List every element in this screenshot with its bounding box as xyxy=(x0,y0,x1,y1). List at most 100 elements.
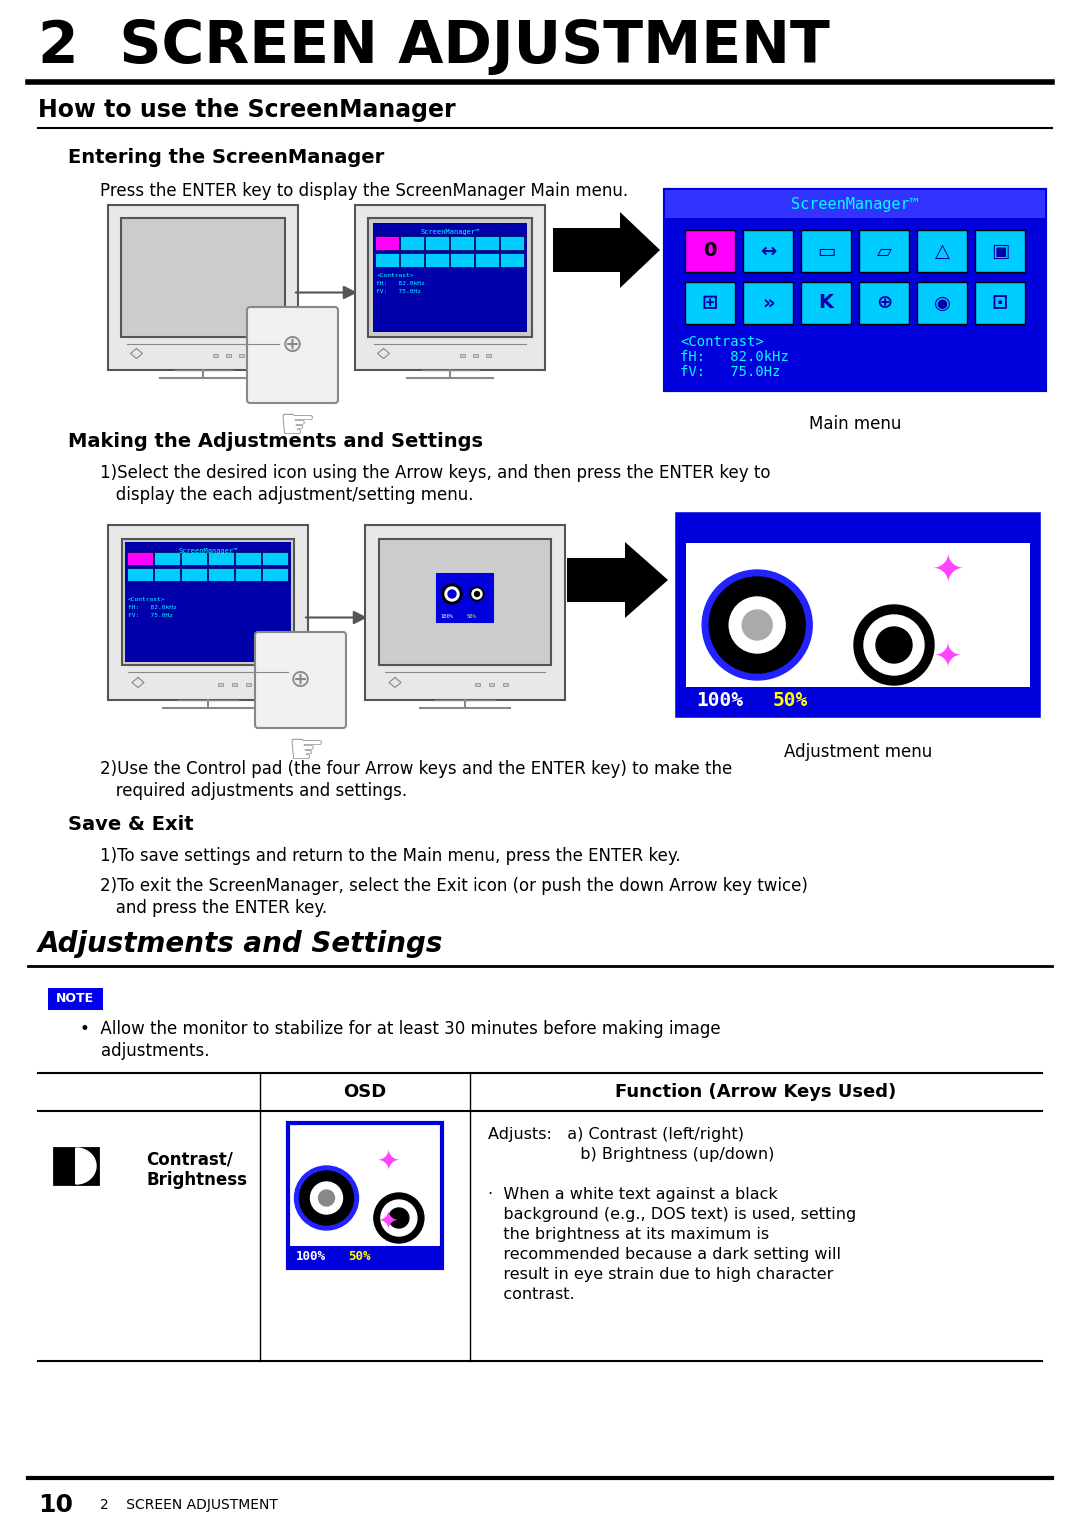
Text: result in eye strain due to high character: result in eye strain due to high charact… xyxy=(488,1268,834,1281)
FancyBboxPatch shape xyxy=(665,190,1045,219)
Text: <Contrast>: <Contrast> xyxy=(680,335,764,349)
Text: display the each adjustment/setting menu.: display the each adjustment/setting menu… xyxy=(100,486,473,505)
FancyBboxPatch shape xyxy=(181,567,207,581)
Circle shape xyxy=(474,592,480,596)
Circle shape xyxy=(442,584,462,604)
FancyBboxPatch shape xyxy=(426,254,449,268)
Text: ⊕: ⊕ xyxy=(282,333,303,356)
Circle shape xyxy=(854,605,934,685)
Text: 1)To save settings and return to the Main menu, press the ENTER key.: 1)To save settings and return to the Mai… xyxy=(100,847,680,865)
Text: background (e.g., DOS text) is used, setting: background (e.g., DOS text) is used, set… xyxy=(488,1206,856,1222)
Text: 2)To exit the ScreenManager, select the Exit icon (or push the down Arrow key tw: 2)To exit the ScreenManager, select the … xyxy=(100,878,808,894)
Polygon shape xyxy=(76,1148,96,1183)
Text: Contrast/: Contrast/ xyxy=(146,1151,233,1170)
Text: 100%: 100% xyxy=(440,615,453,619)
Circle shape xyxy=(448,590,456,598)
FancyBboxPatch shape xyxy=(685,281,735,324)
Text: ☞: ☞ xyxy=(287,729,325,771)
Text: ✦: ✦ xyxy=(932,552,964,590)
Circle shape xyxy=(381,1200,417,1235)
FancyBboxPatch shape xyxy=(486,353,491,356)
Text: ▱: ▱ xyxy=(877,242,891,260)
FancyBboxPatch shape xyxy=(235,552,261,566)
FancyBboxPatch shape xyxy=(108,524,308,700)
FancyBboxPatch shape xyxy=(475,682,480,685)
FancyBboxPatch shape xyxy=(288,1246,442,1268)
FancyBboxPatch shape xyxy=(503,682,508,685)
Text: <Contrast>: <Contrast> xyxy=(376,274,414,278)
Text: »: » xyxy=(761,294,774,312)
FancyBboxPatch shape xyxy=(376,254,400,268)
Text: 1)Select the desired icon using the Arrow keys, and then press the ENTER key to: 1)Select the desired icon using the Arro… xyxy=(100,463,770,482)
Text: Adjustments and Settings: Adjustments and Settings xyxy=(38,930,444,959)
Text: ▭: ▭ xyxy=(816,242,835,260)
Text: Save & Exit: Save & Exit xyxy=(68,815,193,833)
FancyBboxPatch shape xyxy=(685,229,735,272)
Text: Making the Adjustments and Settings: Making the Adjustments and Settings xyxy=(68,433,483,451)
Text: ⊞: ⊞ xyxy=(702,294,718,312)
FancyBboxPatch shape xyxy=(975,229,1025,272)
FancyBboxPatch shape xyxy=(859,229,909,272)
Text: ↔: ↔ xyxy=(760,242,777,260)
FancyBboxPatch shape xyxy=(232,682,237,685)
Text: 100%: 100% xyxy=(296,1251,326,1263)
FancyBboxPatch shape xyxy=(743,229,793,272)
FancyBboxPatch shape xyxy=(374,223,527,332)
Circle shape xyxy=(729,596,785,653)
Polygon shape xyxy=(553,213,660,287)
Text: ·  When a white text against a black: · When a white text against a black xyxy=(488,1187,778,1202)
FancyBboxPatch shape xyxy=(473,353,477,356)
FancyBboxPatch shape xyxy=(475,235,499,251)
FancyBboxPatch shape xyxy=(376,235,400,251)
FancyBboxPatch shape xyxy=(181,552,207,566)
Text: recommended because a dark setting will: recommended because a dark setting will xyxy=(488,1248,841,1261)
FancyBboxPatch shape xyxy=(450,254,474,268)
Circle shape xyxy=(742,610,772,641)
Text: ▣: ▣ xyxy=(990,242,1009,260)
FancyBboxPatch shape xyxy=(801,229,851,272)
FancyBboxPatch shape xyxy=(475,254,499,268)
Text: ⊡: ⊡ xyxy=(991,294,1009,312)
FancyBboxPatch shape xyxy=(426,235,449,251)
Text: adjustments.: adjustments. xyxy=(80,1041,210,1060)
FancyBboxPatch shape xyxy=(355,205,545,370)
Text: ⊕: ⊕ xyxy=(289,668,311,693)
Text: fH:   82.0kHz: fH: 82.0kHz xyxy=(376,281,426,286)
Circle shape xyxy=(374,1193,423,1243)
Circle shape xyxy=(295,1167,359,1229)
Text: 100%: 100% xyxy=(696,691,743,711)
FancyBboxPatch shape xyxy=(288,1122,442,1268)
FancyBboxPatch shape xyxy=(401,235,424,251)
FancyBboxPatch shape xyxy=(108,205,298,370)
Circle shape xyxy=(472,589,482,599)
Text: b) Brightness (up/down): b) Brightness (up/down) xyxy=(488,1147,774,1162)
FancyBboxPatch shape xyxy=(665,190,1045,390)
Text: ☞: ☞ xyxy=(279,404,316,446)
Text: △: △ xyxy=(934,242,949,260)
FancyBboxPatch shape xyxy=(801,281,851,324)
Circle shape xyxy=(319,1190,335,1206)
FancyBboxPatch shape xyxy=(459,353,464,356)
Text: 2)Use the Control pad (the four Arrow keys and the ENTER key) to make the: 2)Use the Control pad (the four Arrow ke… xyxy=(100,760,732,778)
Circle shape xyxy=(299,1171,353,1225)
Text: Main menu: Main menu xyxy=(809,414,901,433)
FancyBboxPatch shape xyxy=(48,988,103,1011)
Circle shape xyxy=(876,627,912,664)
FancyBboxPatch shape xyxy=(743,281,793,324)
Text: Entering the ScreenManager: Entering the ScreenManager xyxy=(68,148,384,167)
FancyBboxPatch shape xyxy=(208,567,234,581)
Text: OSD: OSD xyxy=(343,1083,387,1101)
Circle shape xyxy=(445,587,459,601)
FancyBboxPatch shape xyxy=(368,219,531,336)
FancyBboxPatch shape xyxy=(122,540,294,665)
FancyBboxPatch shape xyxy=(686,543,1030,706)
Text: 0: 0 xyxy=(703,242,717,260)
FancyBboxPatch shape xyxy=(54,1148,98,1183)
FancyBboxPatch shape xyxy=(127,567,153,581)
Text: K: K xyxy=(819,294,834,312)
Text: 50%: 50% xyxy=(773,691,808,711)
FancyBboxPatch shape xyxy=(154,552,180,566)
Text: Brightness: Brightness xyxy=(146,1171,247,1190)
Text: Adjusts:   a) Contrast (left/right): Adjusts: a) Contrast (left/right) xyxy=(488,1127,744,1142)
Text: ScreenManager™: ScreenManager™ xyxy=(178,547,238,553)
